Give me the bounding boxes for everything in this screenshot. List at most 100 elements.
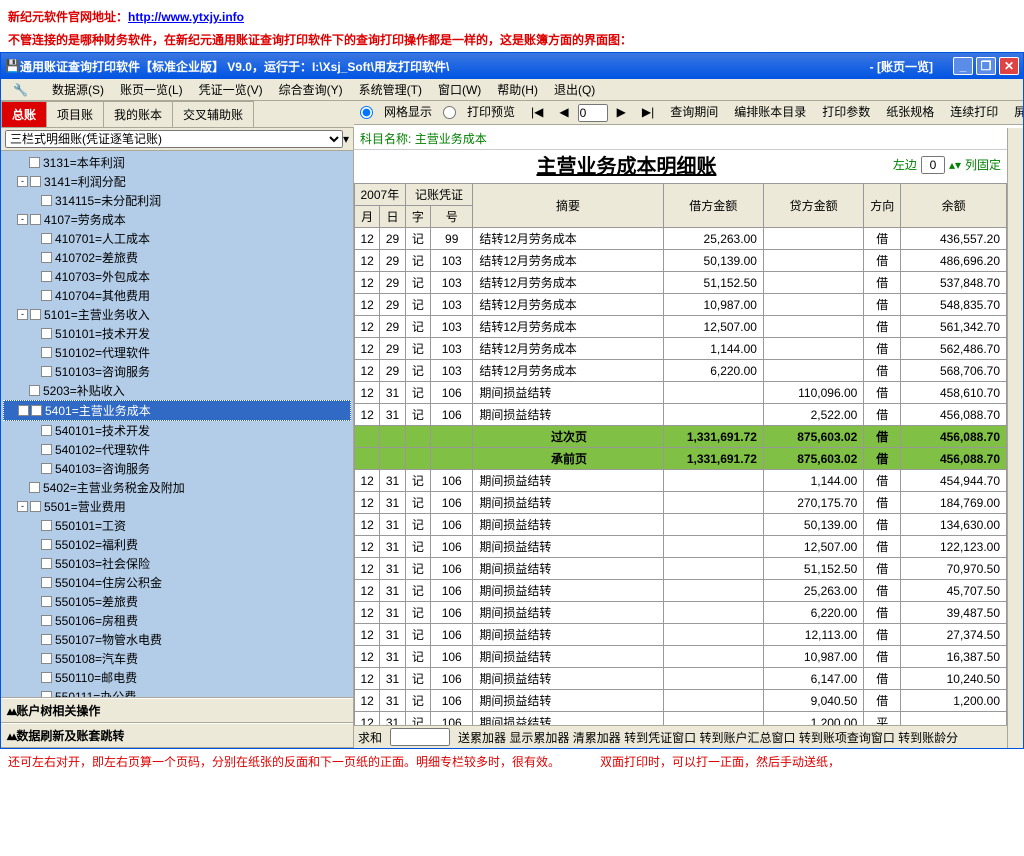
tree-item[interactable]: 510101=技术开发 — [3, 324, 351, 343]
toolbar-btn[interactable]: ▶ — [610, 103, 633, 122]
tree-checkbox[interactable] — [29, 157, 40, 168]
table-row[interactable]: 1231记106期间损益结转12,113.00借27,374.50 — [355, 624, 1007, 646]
spinner-icon[interactable]: ▴▾ — [949, 158, 961, 172]
tree-checkbox[interactable] — [30, 501, 41, 512]
sum-input[interactable] — [390, 728, 450, 746]
tree-item[interactable]: 5402=主营业务税金及附加 — [3, 478, 351, 497]
tree-item[interactable]: 550101=工资 — [3, 516, 351, 535]
tree-checkbox[interactable] — [41, 653, 52, 664]
banner-url[interactable]: http://www.ytxjy.info — [128, 10, 244, 24]
fix-label[interactable]: 列固定 — [965, 156, 1001, 173]
status-link[interactable]: 转到凭证窗口 — [624, 731, 696, 745]
table-row[interactable]: 1231记106期间损益结转1,200.00平 — [355, 712, 1007, 726]
account-tree[interactable]: 3131=本年利润-3141=利润分配314115=未分配利润-4107=劳务成… — [1, 151, 353, 697]
tree-checkbox[interactable] — [41, 444, 52, 455]
view-radio[interactable] — [360, 106, 373, 119]
status-link[interactable]: 转到账龄分 — [898, 731, 958, 745]
toolbar-btn[interactable]: 打印预览 — [460, 103, 522, 122]
menu-item[interactable]: 账页一览(L) — [112, 81, 191, 99]
tree-checkbox[interactable] — [29, 482, 40, 493]
table-row[interactable]: 1229记103结转12月劳务成本6,220.00借568,706.70 — [355, 360, 1007, 382]
tree-toggle[interactable]: - — [17, 501, 28, 512]
tree-item[interactable]: 550111=办公费 — [3, 687, 351, 697]
table-row[interactable]: 1231记106期间损益结转270,175.70借184,769.00 — [355, 492, 1007, 514]
tree-toggle[interactable]: - — [17, 176, 28, 187]
toolbar-btn[interactable]: 屏幕全屏 — [1007, 103, 1023, 122]
tree-item[interactable]: 550108=汽车费 — [3, 649, 351, 668]
tree-checkbox[interactable] — [41, 290, 52, 301]
tree-item[interactable]: 550105=差旅费 — [3, 592, 351, 611]
status-link[interactable]: 送累加器 — [458, 731, 506, 745]
table-row[interactable]: 1231记106期间损益结转12,507.00借122,123.00 — [355, 536, 1007, 558]
tree-toggle[interactable]: - — [17, 309, 28, 320]
tree-item[interactable]: 3131=本年利润 — [3, 153, 351, 172]
toolbar-btn[interactable]: ▶| — [635, 103, 661, 122]
table-row[interactable]: 1229记103结转12月劳务成本1,144.00借562,486.70 — [355, 338, 1007, 360]
table-row[interactable]: 1231记106期间损益结转9,040.50借1,200.00 — [355, 690, 1007, 712]
toolbar-btn[interactable]: |◀ — [524, 103, 550, 122]
table-row[interactable]: 1231记106期间损益结转6,147.00借10,240.50 — [355, 668, 1007, 690]
tree-toggle[interactable]: - — [18, 405, 29, 416]
status-link[interactable]: 显示累加器 — [509, 731, 569, 745]
table-row[interactable]: 1231记106期间损益结转2,522.00借456,088.70 — [355, 404, 1007, 426]
status-link[interactable]: 转到账项查询窗口 — [799, 731, 895, 745]
tree-checkbox[interactable] — [30, 214, 41, 225]
dropdown-icon[interactable]: ▾ — [343, 132, 349, 146]
toolbar-btn[interactable]: 网格显示 — [377, 103, 439, 122]
tree-item[interactable]: 410703=外包成本 — [3, 267, 351, 286]
menu-item[interactable]: 窗口(W) — [430, 81, 489, 99]
table-row[interactable]: 1231记106期间损益结转51,152.50借70,970.50 — [355, 558, 1007, 580]
table-row[interactable]: 1231记106期间损益结转50,139.00借134,630.00 — [355, 514, 1007, 536]
close-button[interactable]: ✕ — [999, 57, 1019, 75]
tab[interactable]: 交叉辅助账 — [172, 101, 254, 127]
menu-item[interactable]: 综合查询(Y) — [271, 81, 351, 99]
table-row[interactable]: 1231记106期间损益结转1,144.00借454,944.70 — [355, 470, 1007, 492]
menu-item[interactable]: 凭证一览(V) — [191, 81, 271, 99]
table-row[interactable]: 1229记99结转12月劳务成本25,263.00借436,557.20 — [355, 228, 1007, 250]
toolbar-btn[interactable]: 连续打印 — [943, 103, 1005, 122]
tree-checkbox[interactable] — [41, 558, 52, 569]
tree-checkbox[interactable] — [41, 425, 52, 436]
page-input[interactable] — [578, 104, 608, 122]
tree-item[interactable]: 410702=差旅费 — [3, 248, 351, 267]
wrench-icon[interactable]: 🔧 — [5, 81, 36, 99]
left-input[interactable] — [921, 156, 945, 174]
tree-item[interactable]: 410701=人工成本 — [3, 229, 351, 248]
toolbar-btn[interactable]: 编排账本目录 — [727, 103, 813, 122]
tree-checkbox[interactable] — [41, 252, 52, 263]
tree-item[interactable]: 550102=福利费 — [3, 535, 351, 554]
tree-checkbox[interactable] — [41, 577, 52, 588]
tree-checkbox[interactable] — [30, 176, 41, 187]
tree-item[interactable]: 550107=物管水电费 — [3, 630, 351, 649]
table-row[interactable]: 1231记106期间损益结转110,096.00借458,610.70 — [355, 382, 1007, 404]
table-row[interactable]: 1229记103结转12月劳务成本12,507.00借561,342.70 — [355, 316, 1007, 338]
table-row[interactable]: 1231记106期间损益结转6,220.00借39,487.50 — [355, 602, 1007, 624]
toolbar-btn[interactable]: ◀ — [552, 103, 575, 122]
table-row[interactable]: 1229记103结转12月劳务成本51,152.50借537,848.70 — [355, 272, 1007, 294]
tree-checkbox[interactable] — [41, 596, 52, 607]
tree-item[interactable]: -5501=营业费用 — [3, 497, 351, 516]
toolbar-btn[interactable]: 查询期间 — [663, 103, 725, 122]
tree-item[interactable]: 510103=咨询服务 — [3, 362, 351, 381]
menu-item[interactable]: 系统管理(T) — [351, 81, 430, 99]
tree-item[interactable]: -3141=利润分配 — [3, 172, 351, 191]
tree-item[interactable]: 410704=其他费用 — [3, 286, 351, 305]
view-radio[interactable] — [443, 106, 456, 119]
tree-checkbox[interactable] — [41, 672, 52, 683]
tree-checkbox[interactable] — [41, 233, 52, 244]
tree-checkbox[interactable] — [41, 195, 52, 206]
tree-checkbox[interactable] — [41, 366, 52, 377]
tree-item[interactable]: -5401=主营业务成本 — [3, 400, 351, 421]
minimize-button[interactable]: _ — [953, 57, 973, 75]
tree-mode-select[interactable]: 三栏式明细账(凭证逐笔记账) — [5, 130, 343, 148]
tree-item[interactable]: 540102=代理软件 — [3, 440, 351, 459]
tree-item[interactable]: 550103=社会保险 — [3, 554, 351, 573]
tree-item[interactable]: 550104=住房公积金 — [3, 573, 351, 592]
tree-item[interactable]: 314115=未分配利润 — [3, 191, 351, 210]
table-row[interactable]: 1229记103结转12月劳务成本10,987.00借548,835.70 — [355, 294, 1007, 316]
table-row[interactable]: 1231记106期间损益结转25,263.00借45,707.50 — [355, 580, 1007, 602]
tree-checkbox[interactable] — [41, 634, 52, 645]
ledger-grid[interactable]: 2007年 记账凭证 摘要 借方金额 贷方金额 方向 余额 月 日 字 — [354, 183, 1007, 725]
tree-checkbox[interactable] — [29, 385, 40, 396]
tree-checkbox[interactable] — [41, 520, 52, 531]
